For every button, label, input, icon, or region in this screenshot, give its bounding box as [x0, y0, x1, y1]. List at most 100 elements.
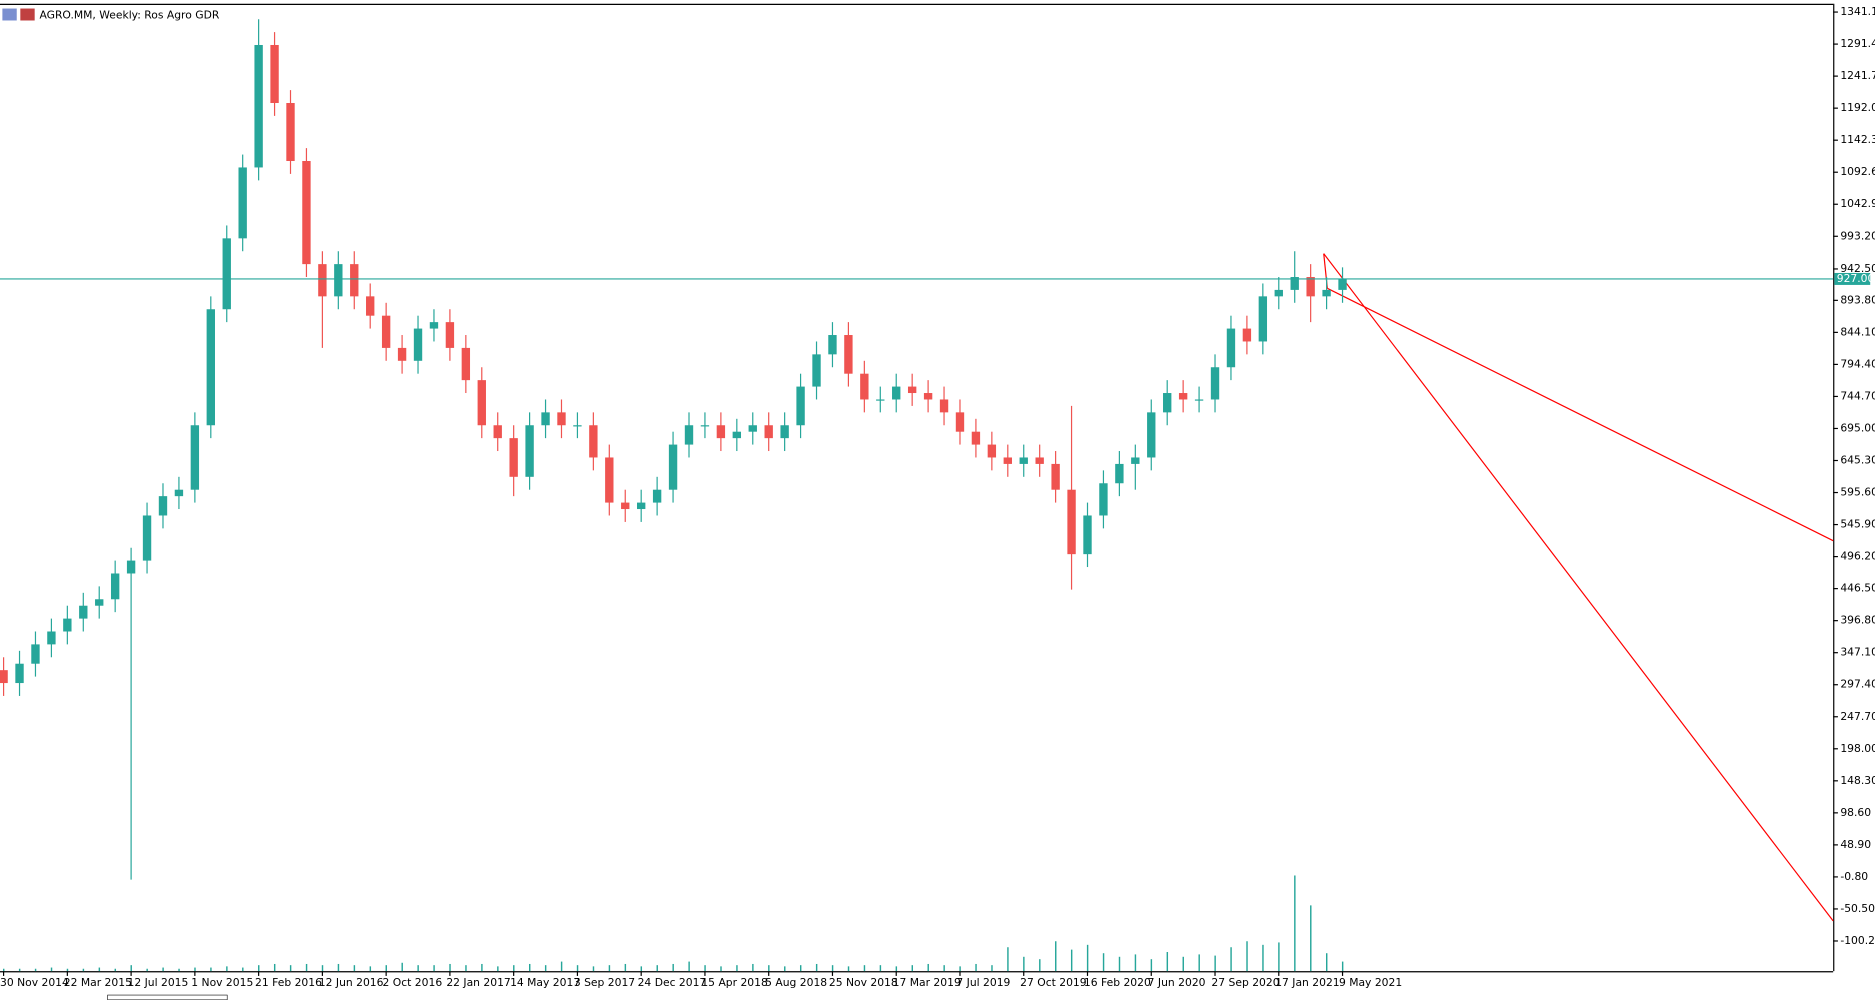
candle-body	[206, 309, 215, 426]
volume-bar	[1341, 961, 1344, 972]
y-tick-label: 595.60	[1840, 486, 1875, 499]
y-tick-label: 496.20	[1840, 550, 1875, 563]
volume-bar	[1023, 956, 1025, 972]
volume-bar	[242, 967, 244, 972]
y-tick-label: 198.00	[1840, 742, 1875, 755]
candle-body	[589, 425, 598, 458]
volume-bar	[1086, 944, 1089, 972]
volume-bar	[784, 966, 786, 972]
y-tick-label: 844.10	[1840, 325, 1875, 338]
volume-bar	[369, 966, 372, 972]
y-tick-label: 645.30	[1840, 454, 1875, 467]
candle-body	[955, 412, 965, 432]
x-tick-label: 17 Mar 2019	[893, 976, 961, 989]
candle-body	[828, 335, 837, 355]
y-tick-label: 1092.60	[1840, 165, 1875, 178]
y-tick-label: 1042.90	[1840, 197, 1875, 210]
volume-bar	[66, 968, 69, 972]
volume-bar	[847, 966, 850, 972]
candle-body	[1226, 328, 1236, 368]
candle-body	[493, 425, 502, 439]
y-tick-label: 247.70	[1840, 710, 1875, 723]
candle-body	[621, 502, 630, 510]
candle-body	[1131, 457, 1140, 464]
candle-body	[47, 631, 56, 645]
candle-body	[15, 663, 24, 684]
volume-bar	[18, 968, 21, 972]
candle-body	[1115, 463, 1124, 484]
volume-bar	[927, 963, 929, 972]
volume-bar	[560, 961, 563, 972]
y-tick-label: 396.80	[1840, 614, 1875, 627]
candle-body	[79, 605, 88, 619]
candle-body	[636, 502, 646, 510]
volume-bar	[1150, 959, 1153, 972]
candle-body	[445, 322, 455, 348]
y-tick-label: 48.90	[1840, 838, 1871, 851]
x-tick-label: 22 Mar 2015	[64, 976, 132, 989]
candle-body	[1051, 463, 1060, 490]
symbol-icon	[2, 8, 17, 21]
candle-body	[126, 560, 136, 574]
x-tick-label: 7 Jun 2020	[1148, 976, 1206, 989]
y-tick-label: -100.20	[1840, 934, 1875, 947]
x-tick-label: 5 Aug 2018	[765, 976, 827, 989]
volume-bar	[401, 962, 403, 972]
candle-body	[1147, 412, 1156, 458]
y-tick-label: 1192.00	[1840, 101, 1875, 114]
x-tick-label: 25 Nov 2018	[829, 976, 898, 989]
candle-body	[174, 489, 184, 497]
candle-body	[366, 296, 375, 316]
volume-bar	[1246, 941, 1248, 972]
candle-body	[525, 425, 534, 477]
candle-body	[397, 347, 407, 361]
candle-body	[110, 573, 120, 600]
volume-bar	[1007, 947, 1009, 972]
candle-body	[1178, 393, 1188, 400]
volume-bar	[465, 965, 467, 972]
volume-bar	[1198, 954, 1200, 972]
x-tick-label: 17 Jan 2021	[1275, 976, 1339, 989]
tab[interactable]	[107, 994, 228, 1000]
candle-body	[652, 489, 662, 503]
volume-bar	[1118, 956, 1121, 972]
x-tick-label: 22 Jan 2017	[446, 976, 510, 989]
volume-bar	[720, 966, 722, 972]
volume-bar	[226, 966, 228, 972]
y-tick-label: 893.80	[1840, 293, 1875, 306]
volume-bar	[258, 965, 260, 972]
volume-bar	[1214, 955, 1216, 972]
volume-bar	[768, 965, 770, 972]
candle-body	[1338, 278, 1347, 290]
volume-bar	[1102, 953, 1105, 972]
x-tick-label: 3 Sep 2017	[574, 976, 635, 989]
chart-title: AGRO.MM, Weekly: Ros Agro GDR	[39, 9, 219, 22]
y-tick-label: 993.20	[1840, 229, 1875, 242]
candle-body	[63, 618, 72, 632]
volume-bar	[975, 963, 977, 972]
candle-body	[1306, 277, 1315, 297]
volume-bar	[704, 965, 706, 972]
x-tick-label: 15 Apr 2018	[701, 976, 768, 989]
volume-bar	[481, 963, 483, 972]
volume-bar	[831, 965, 834, 972]
y-tick-label: 1241.70	[1840, 69, 1875, 82]
y-tick-label: 1341.10	[1840, 5, 1875, 18]
volume-bar	[289, 965, 292, 972]
trend-line	[1323, 253, 1834, 922]
volume-bar	[210, 967, 212, 972]
volume-bar	[305, 963, 308, 972]
candle-body	[1274, 289, 1283, 297]
candle-body	[302, 161, 311, 265]
candle-body	[461, 347, 471, 381]
volume-bar	[1262, 944, 1264, 972]
volume-bar	[194, 967, 196, 972]
candle-body	[238, 167, 247, 239]
volume-bar	[178, 968, 180, 972]
candle-body	[334, 264, 343, 297]
candle-body	[844, 335, 853, 374]
candle-body	[1322, 289, 1331, 297]
y-tick-label: 98.60	[1840, 806, 1871, 819]
volume-bar	[879, 965, 882, 972]
x-tick-label: 1 Nov 2015	[191, 976, 253, 989]
